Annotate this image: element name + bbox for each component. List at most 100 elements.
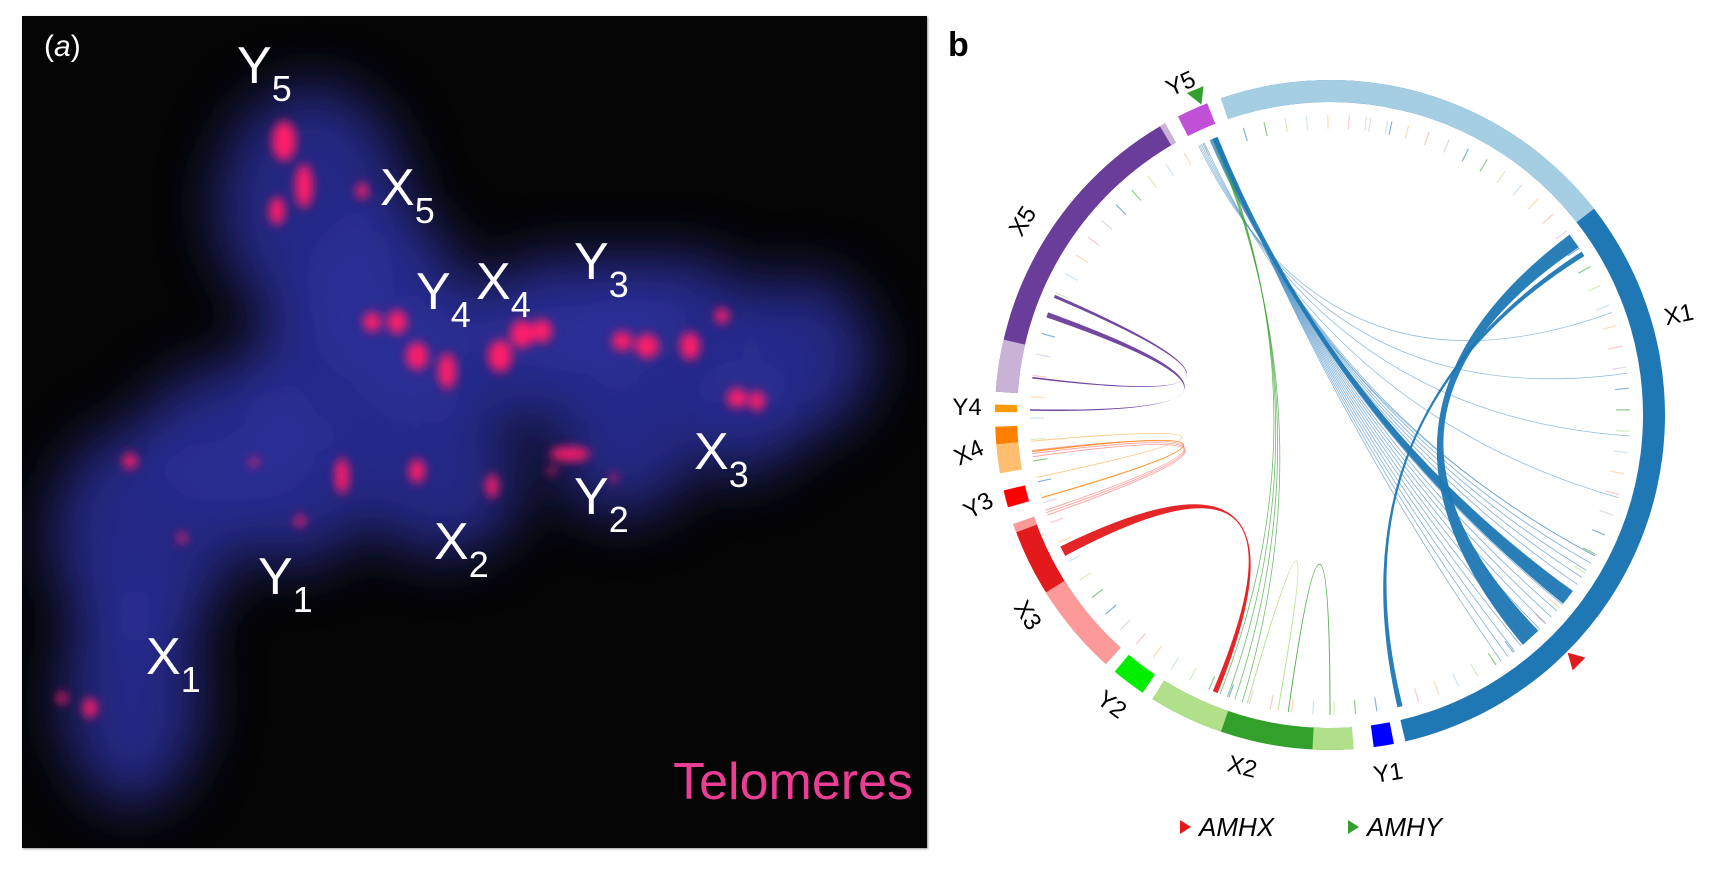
label-subscript: 2: [608, 499, 629, 540]
label-base: X: [146, 628, 181, 686]
link-ribbon: [1030, 312, 1185, 411]
link-ribbon: [1060, 504, 1251, 694]
link-ribbon: [1212, 136, 1573, 604]
circos-label-x4: X4: [950, 435, 988, 472]
link-ribbon: [1032, 294, 1188, 387]
legend-amhx: AMHX: [1180, 812, 1274, 843]
chromosome-label-y5: Y5: [237, 40, 292, 107]
link-line: [1215, 137, 1275, 695]
circos-label-x2: X2: [1225, 751, 1260, 784]
links: [1030, 136, 1630, 716]
chromosome-label-x4: X4: [476, 256, 531, 323]
label-base: X: [380, 159, 415, 217]
label-subscript: 5: [271, 68, 292, 109]
link-line: [1203, 142, 1596, 557]
red-triangle-icon: [1180, 820, 1191, 834]
link-line: [1213, 138, 1547, 624]
chromosome-segment-y1: [1370, 722, 1394, 748]
legend-amhx-label: AMHX: [1199, 812, 1275, 842]
chromatin-body: [52, 86, 872, 806]
link-line: [1031, 432, 1183, 478]
link-line: [1214, 137, 1535, 636]
chromosome-label-x3: X3: [694, 426, 749, 493]
chromosome-label-y1: Y1: [258, 551, 313, 618]
chromosome-segment-y5: [1177, 103, 1216, 137]
link-line: [1211, 139, 1578, 585]
chromosome-label-x5: X5: [380, 162, 435, 229]
link-ribbon: [1436, 234, 1579, 645]
segment-y3: [1003, 485, 1030, 508]
chromosome-segment-x5: [995, 123, 1176, 394]
circos-label-y4: Y4: [952, 394, 981, 421]
label-base: Y: [416, 263, 451, 321]
chromosome-label-y2: Y2: [574, 471, 629, 538]
label-subscript: 2: [468, 544, 489, 585]
segment-x2: [1152, 680, 1354, 750]
green-triangle-icon: [1348, 820, 1359, 834]
amhx-marker-icon: [1567, 652, 1586, 671]
link-line: [1032, 443, 1186, 516]
chromosome-segment-x4: [995, 425, 1022, 474]
legend-amhy: AMHY: [1348, 812, 1442, 843]
chromosome-segment-x2: [1152, 680, 1354, 750]
label-base: Y: [574, 468, 609, 526]
chromosome-label-y4: Y4: [416, 266, 471, 333]
tag-letter: a: [54, 30, 71, 63]
label-base: Y: [574, 233, 609, 291]
link-line: [1032, 439, 1184, 499]
segment-y2: [1114, 654, 1155, 693]
segment-x2-light: [1152, 680, 1229, 732]
circos-label-y2: Y2: [1092, 685, 1132, 724]
label-base: X: [476, 253, 511, 311]
chromosome-micrograph: [52, 86, 872, 806]
label-base: Y: [237, 37, 272, 95]
link-line: [1199, 144, 1628, 380]
circos-label-y3: Y3: [959, 487, 998, 525]
chromosome-segment-x1: [1220, 80, 1665, 742]
telomere-signals: [57, 121, 765, 718]
label-base: Y: [258, 548, 293, 606]
circos-label-x3: X3: [1008, 596, 1047, 635]
segment-x1-light: [1220, 80, 1594, 223]
link-line: [1198, 145, 1613, 341]
panel-a-tag: (a): [44, 30, 81, 64]
segment-x2-light: [1312, 727, 1354, 750]
tag-close-paren: ): [70, 30, 81, 63]
segment-y1: [1370, 722, 1394, 748]
link-line: [1212, 138, 1281, 703]
segment-x5-light: [1159, 123, 1176, 146]
label-base: X: [694, 423, 729, 481]
chromosome-segment-y3: [1003, 485, 1030, 508]
circos-label-x5: X5: [1004, 202, 1043, 241]
link-line: [1287, 564, 1331, 716]
label-subscript: 3: [728, 454, 749, 495]
label-subscript: 4: [510, 284, 531, 325]
circos-label-y1: Y1: [1372, 758, 1405, 789]
amhy-marker-icon: [1186, 86, 1204, 105]
legend-amhy-label: AMHY: [1367, 812, 1443, 842]
label-subscript: 1: [292, 579, 313, 620]
link-line: [1213, 138, 1279, 700]
segment-tick: [1181, 115, 1192, 132]
link-line: [1210, 139, 1587, 571]
chromosome-label-x1: X1: [146, 631, 201, 698]
telomeres-caption: Telomeres: [673, 753, 913, 811]
segment-x3-light: [1045, 580, 1121, 664]
chromosome-segment-y4: [995, 404, 1018, 413]
micrograph-panel: (a) Y5 X5 Y4 X4 Y3 X3 Y2 X2 Y1 X1 Telomeres: [22, 16, 927, 848]
segment-x4-light: [996, 442, 1022, 474]
link-line: [1214, 137, 1277, 698]
link-line: [1216, 137, 1502, 662]
chromosome-segment-x3: [1013, 516, 1121, 664]
chromosome-label-y3: Y3: [574, 236, 629, 303]
link-line: [1213, 138, 1541, 630]
chromosome-segment-y2: [1114, 654, 1155, 693]
segment-x3-light: [1013, 516, 1037, 533]
label-subscript: 4: [450, 294, 471, 335]
segment-y4: [995, 404, 1018, 413]
label-subscript: 3: [608, 264, 629, 305]
circos-label-x1: X1: [1662, 299, 1696, 332]
panel-b-tag: b: [948, 26, 969, 64]
tag-open-paren: (: [44, 30, 54, 63]
